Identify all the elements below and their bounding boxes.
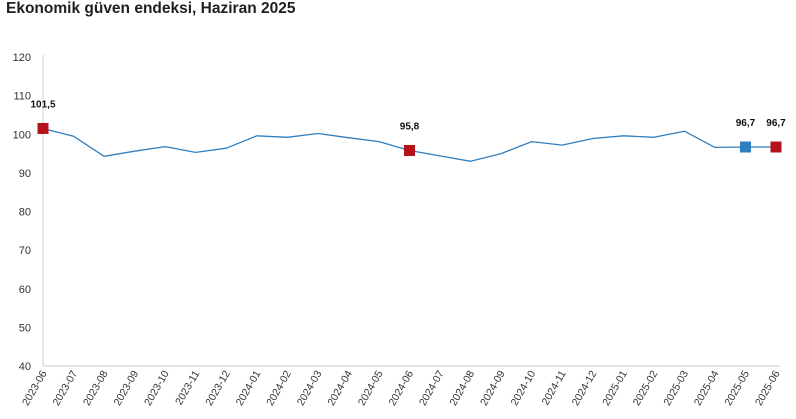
y-tick-label: 70 (19, 245, 31, 257)
chart-title: Ekonomik güven endeksi, Haziran 2025 (6, 0, 296, 17)
y-tick-label: 120 (13, 52, 31, 64)
x-tick-label: 2024-03 (295, 368, 325, 408)
y-tick-label: 80 (19, 207, 31, 219)
x-tick-label: 2025-03 (661, 368, 691, 408)
x-tick-label: 2023-06 (20, 368, 50, 408)
x-tick-label: 2023-09 (112, 368, 142, 408)
x-tick-label: 2024-06 (386, 368, 416, 408)
data-marker (770, 141, 782, 153)
y-tick-label: 60 (19, 284, 31, 296)
x-tick-label: 2024-09 (478, 368, 508, 408)
data-marker (404, 144, 415, 156)
x-tick-label: 2023-10 (142, 368, 172, 408)
x-tick-label: 2023-11 (173, 368, 202, 407)
series-line (42, 127, 776, 162)
x-tick-label: 2024-07 (417, 368, 447, 408)
y-tick-label: 40 (19, 361, 31, 373)
x-tick-label: 2023-07 (50, 368, 80, 408)
x-tick-label: 2025-06 (753, 368, 783, 408)
x-tick-label: 2024-04 (325, 368, 355, 408)
data-marker (37, 122, 49, 134)
data-label: 96,7 (736, 118, 756, 129)
x-tick-label: 2023-12 (203, 368, 233, 408)
x-tick-label: 2025-01 (600, 368, 630, 408)
x-tick-label: 2024-01 (234, 368, 264, 408)
data-label: 101,5 (30, 99, 55, 110)
x-tick-label: 2024-08 (448, 368, 478, 408)
y-tick-label: 100 (13, 129, 31, 141)
data-label: 96,7 (766, 118, 786, 129)
x-tick-label: 2024-10 (509, 368, 539, 408)
y-tick-label: 90 (19, 168, 31, 180)
y-tick-label: 110 (13, 91, 31, 103)
x-tick-label: 2024-11 (540, 368, 569, 407)
data-label: 95,8 (400, 121, 420, 132)
x-tick-label: 2024-05 (356, 368, 386, 408)
x-tick-label: 2025-02 (631, 368, 661, 408)
x-tick-label: 2024-12 (570, 368, 600, 408)
data-marker (739, 141, 751, 153)
x-tick-label: 2025-04 (692, 368, 722, 408)
x-tick-label: 2025-05 (722, 368, 752, 408)
x-tick-label: 2023-08 (81, 368, 111, 408)
y-tick-label: 50 (19, 322, 31, 334)
x-tick-label: 2024-02 (264, 368, 294, 408)
